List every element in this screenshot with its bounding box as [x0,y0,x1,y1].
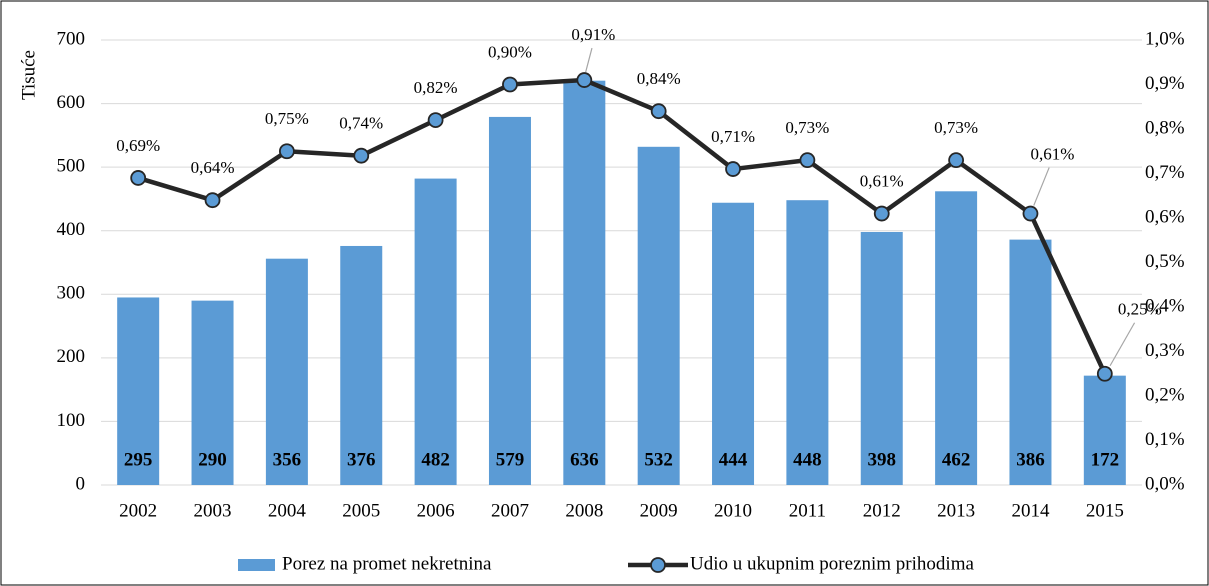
line-marker [502,76,518,93]
bar [340,245,383,485]
bar-value-label: 532 [644,449,673,470]
bar [935,191,978,486]
leader-line [1033,167,1050,206]
bar-value-label: 290 [198,449,227,470]
x-tick-label: 2006 [417,500,455,521]
x-tick-label: 2014 [1011,500,1050,521]
bar [786,200,829,485]
bar [860,231,903,485]
line-value-label: 0,75% [265,109,309,128]
y2-tick-label: 1,0% [1145,28,1185,49]
line-value-label: 0,71% [711,127,755,146]
bar-value-label: 636 [570,449,599,470]
line-marker [1022,205,1039,222]
line [137,77,1107,375]
line-value-label: 0,74% [339,114,383,133]
y-tick-label: 400 [57,219,86,240]
bar-value-label: 295 [124,449,153,470]
line-marker [873,205,890,222]
line-marker [130,170,147,186]
x-tick-label: 2011 [789,500,826,521]
x-tick-label: 2012 [863,500,901,521]
line-value-label: 0,73% [934,118,978,137]
legend-label: Porez na promet nekretnina [282,553,492,574]
line-marker [278,143,295,160]
bar [1083,375,1126,485]
line-value-label: 0,91% [571,25,615,44]
bar-value-label: 482 [421,449,450,470]
y2-tick-label: 0,6% [1145,206,1185,227]
bar-value-label: 448 [793,449,822,470]
line-value-label: 0,73% [785,118,829,137]
bar-value-label: 356 [273,449,302,470]
y2-tick-label: 0,9% [1145,73,1185,94]
bar-value-label: 579 [496,449,525,470]
bar [265,258,308,485]
y2-tick-label: 0,4% [1145,295,1185,316]
line-marker [799,152,816,169]
y-tick-label: 100 [57,410,86,431]
y2-tick-label: 0,2% [1145,384,1185,405]
y2-tick-label: 0,3% [1145,340,1185,361]
bar [117,297,160,485]
line-value-label: 0,61% [860,171,904,190]
bar [414,178,457,486]
legend-label: Udio u ukupnim poreznim prihodima [690,553,974,574]
y2-tick-label: 0,5% [1145,251,1185,272]
x-tick-label: 2005 [342,500,380,521]
y2-tick-label: 0,0% [1145,473,1185,494]
line-marker [725,161,741,177]
line-marker [650,103,667,120]
line-marker [353,147,370,164]
y-axis-label: Tisuće [18,50,39,100]
x-tick-label: 2015 [1086,500,1124,521]
leader-line [585,47,593,73]
bar [191,300,234,485]
y-tick-label: 200 [57,346,86,367]
bar [712,202,755,485]
line-value-label: 0,61% [1031,144,1075,163]
bar-value-label: 376 [347,449,376,470]
legend-swatch [238,559,275,571]
y-tick-label: 600 [57,92,86,113]
y-tick-label: 700 [57,28,86,49]
line-value-label: 0,25% [1118,300,1162,319]
x-tick-label: 2008 [565,500,603,521]
bar-value-label: 462 [942,449,971,470]
y2-tick-label: 0,1% [1145,429,1185,450]
x-tick-label: 2013 [937,500,975,521]
bar-value-label: 398 [868,449,897,470]
y-tick-label: 300 [57,283,86,304]
x-tick-label: 2007 [491,500,529,521]
x-tick-label: 2004 [268,500,307,521]
line-value-label: 0,84% [637,69,681,88]
y-tick-label: 500 [57,156,86,177]
leader-line [1109,322,1136,367]
bar-value-label: 172 [1091,449,1120,470]
bar-value-label: 444 [719,449,748,470]
bar [488,116,531,486]
line-value-label: 0,69% [116,136,160,155]
x-tick-label: 2002 [119,500,157,521]
legend-swatch-marker [650,557,666,573]
line-marker [948,152,965,169]
bar [1009,239,1052,485]
x-tick-label: 2009 [640,500,678,521]
y2-tick-label: 0,7% [1145,162,1185,183]
line-value-label: 0,90% [488,42,532,61]
line-marker [1096,365,1113,382]
line-marker [427,112,444,128]
line-value-label: 0,82% [414,78,458,97]
x-tick-label: 2003 [194,500,232,521]
bar-value-label: 386 [1016,449,1045,470]
bar [563,80,606,485]
x-tick-label: 2010 [714,500,752,521]
line-marker [204,192,221,209]
line-marker [576,72,593,88]
bar [637,146,680,486]
y-tick-label: 0 [76,473,86,494]
line-value-label: 0,64% [191,158,235,177]
y2-tick-label: 0,8% [1145,117,1185,138]
